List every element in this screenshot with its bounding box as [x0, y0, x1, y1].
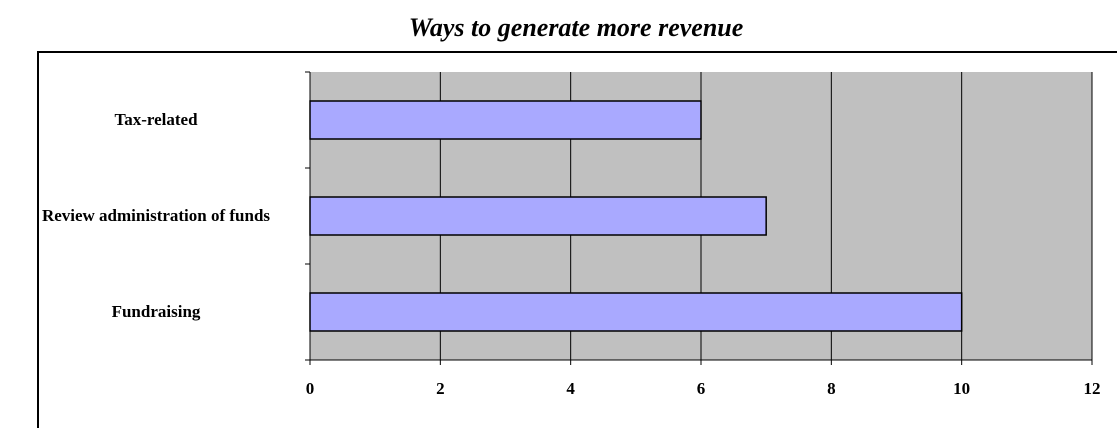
x-tick-label: 12	[1084, 379, 1101, 398]
x-tick-label: 6	[697, 379, 706, 398]
bar	[309, 100, 702, 140]
y-tick-label: Fundraising	[111, 302, 201, 321]
x-tick-label: 2	[436, 379, 445, 398]
bar	[309, 292, 963, 332]
y-tick-label: Review administration of funds	[41, 206, 271, 225]
y-tick-label: Tax-related	[114, 110, 198, 129]
x-tick-label: 8	[827, 379, 836, 398]
bar	[309, 196, 767, 236]
x-tick-label: 0	[306, 379, 315, 398]
chart-title: Ways to generate more revenue	[409, 13, 744, 42]
x-tick-label: 10	[953, 379, 970, 398]
x-tick-label: 4	[566, 379, 575, 398]
chart-frame	[37, 51, 1117, 428]
